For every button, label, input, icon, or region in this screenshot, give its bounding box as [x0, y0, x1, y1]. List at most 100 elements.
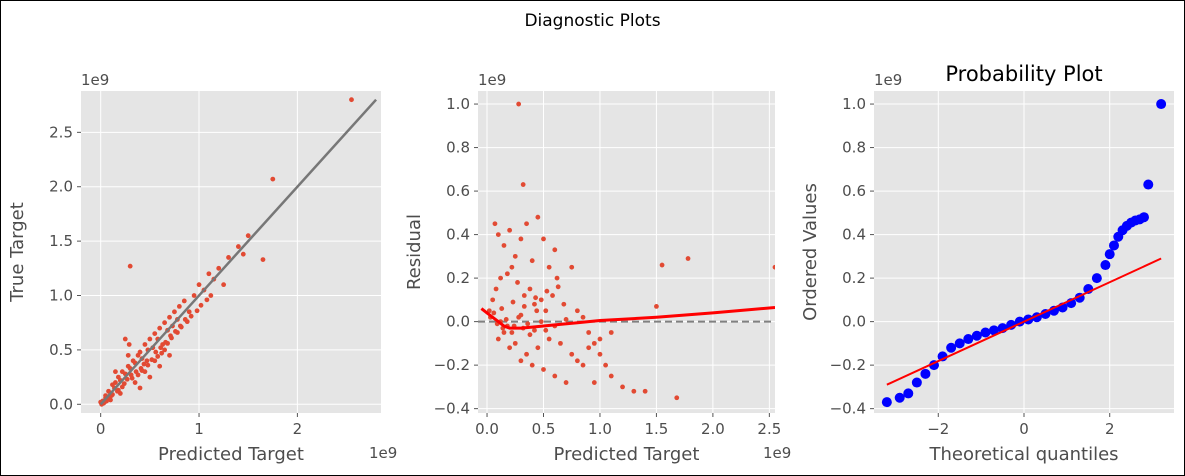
- data-point: [172, 309, 177, 315]
- data-point: [569, 351, 575, 357]
- data-point: [674, 395, 680, 401]
- data-point: [580, 362, 586, 368]
- data-point: [521, 303, 527, 309]
- data-point: [591, 380, 597, 385]
- data-point: [127, 263, 133, 269]
- data-point: [490, 297, 496, 303]
- data-point: [503, 317, 509, 322]
- y-tick-label: 0.5: [49, 341, 73, 359]
- data-point: [132, 380, 138, 385]
- y-tick-label: 0.4: [446, 226, 470, 244]
- data-point: [524, 221, 529, 227]
- data-point: [349, 97, 354, 103]
- data-point: [162, 347, 168, 353]
- data-point: [507, 227, 513, 233]
- data-point: [177, 323, 183, 329]
- y-tick-label: 0.0: [446, 313, 470, 331]
- data-point: [162, 320, 168, 326]
- y-tick-label: −0.4: [830, 400, 866, 418]
- data-point: [235, 244, 241, 249]
- data-point: [142, 342, 148, 347]
- data-point: [608, 330, 614, 335]
- x-tick-label: 0: [1019, 420, 1029, 438]
- data-point: [191, 293, 197, 298]
- data-point: [586, 330, 592, 335]
- data-point: [529, 258, 535, 264]
- x-axis-label: Predicted Target: [158, 444, 304, 465]
- data-point: [186, 309, 192, 315]
- data-point: [113, 380, 118, 385]
- data-point: [642, 388, 648, 394]
- data-point: [881, 397, 892, 408]
- data-point: [125, 352, 131, 358]
- data-point: [168, 333, 173, 339]
- x-tick-label: 0.0: [475, 420, 499, 438]
- data-point: [245, 233, 251, 239]
- data-point: [541, 236, 546, 242]
- data-point: [552, 247, 558, 253]
- data-point: [270, 176, 276, 182]
- data-point: [240, 251, 246, 257]
- plot-contents: [98, 97, 378, 407]
- data-point: [1143, 179, 1154, 190]
- data-point: [512, 253, 518, 259]
- data-point: [543, 308, 549, 314]
- y-tick-label: 0.2: [446, 269, 470, 287]
- data-point: [491, 310, 497, 316]
- panel-residuals: [474, 91, 775, 417]
- data-point: [525, 321, 531, 327]
- x-tick-label: 2: [293, 420, 303, 438]
- fit-line: [886, 257, 1162, 386]
- data-point: [911, 377, 922, 388]
- plot-area: [478, 91, 775, 413]
- data-point: [518, 312, 524, 318]
- panel-true-vs-predicted: [77, 91, 381, 417]
- data-point: [145, 362, 151, 368]
- data-point: [538, 319, 544, 325]
- data-point: [149, 357, 155, 363]
- data-point: [574, 358, 580, 364]
- y-tick-label: 0.8: [446, 139, 470, 157]
- data-point: [512, 340, 518, 346]
- data-point: [971, 330, 982, 341]
- data-point: [558, 340, 563, 346]
- data-point: [176, 303, 182, 309]
- data-point: [126, 342, 132, 347]
- data-point: [198, 302, 204, 308]
- x-tick-label: 1.5: [644, 420, 668, 438]
- panel-probability-plot: [870, 91, 1174, 417]
- y-axis-label: Ordered Values: [800, 183, 821, 321]
- data-point: [1109, 240, 1119, 251]
- data-point: [1156, 99, 1167, 110]
- data-point: [555, 284, 561, 290]
- y-tick-label: 2.0: [49, 178, 73, 196]
- data-point: [546, 264, 552, 270]
- y-tick-label: −0.4: [434, 400, 470, 418]
- data-point: [509, 330, 515, 335]
- data-point: [121, 381, 127, 387]
- data-point: [157, 325, 163, 331]
- data-point: [173, 329, 178, 334]
- data-point: [659, 262, 665, 268]
- data-point: [155, 354, 161, 359]
- data-point: [182, 317, 188, 322]
- y-tick-label: 0.0: [842, 313, 866, 331]
- data-point: [533, 295, 538, 301]
- panel-title: Probability Plot: [945, 62, 1102, 86]
- x-tick-label: 1: [194, 420, 204, 438]
- data-point: [980, 327, 991, 338]
- x-tick-label: 0.5: [532, 420, 556, 438]
- data-point: [147, 336, 153, 342]
- data-point: [532, 301, 537, 307]
- x-axis-label: Predicted Target: [554, 444, 700, 465]
- data-point: [527, 332, 533, 338]
- data-point: [206, 271, 212, 277]
- data-point: [515, 280, 520, 285]
- data-point: [561, 301, 567, 307]
- data-point: [654, 303, 659, 309]
- data-point: [543, 327, 549, 333]
- y-tick-label: 0.0: [49, 395, 73, 413]
- y-tick-label: 0.6: [842, 182, 866, 200]
- x-axis-label: Theoretical quantiles: [928, 444, 1118, 465]
- y-tick-label: 1.5: [49, 232, 73, 250]
